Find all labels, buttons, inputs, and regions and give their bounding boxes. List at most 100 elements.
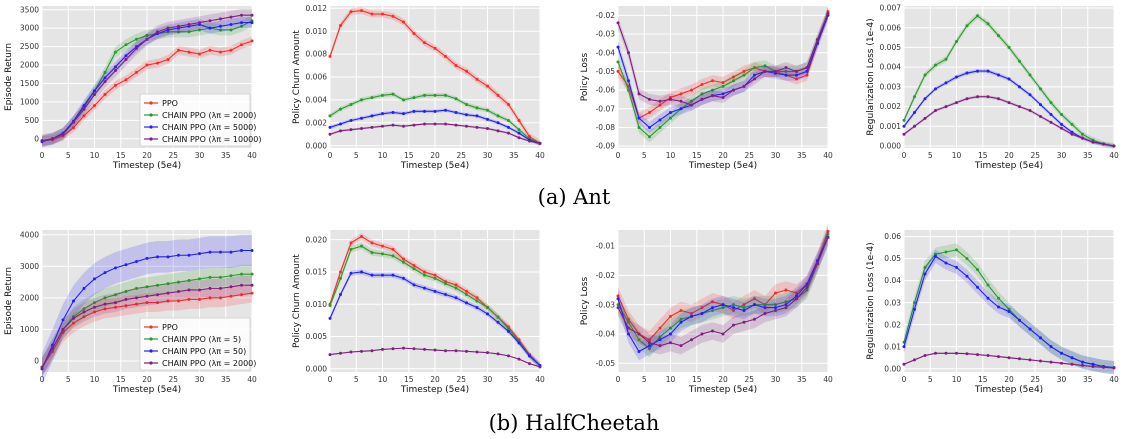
legend-entry: CHAIN PPO (λπ = 2000)	[162, 359, 256, 368]
x-tick-label: 35	[1083, 151, 1093, 160]
data-point-C3	[826, 11, 830, 15]
data-point-C3	[517, 136, 521, 140]
data-point-C1	[433, 276, 437, 280]
data-point-C1	[616, 303, 620, 307]
y-axis-label: Policy Churn Amount	[292, 30, 302, 124]
data-point-C1	[1070, 122, 1074, 126]
x-tick-label: 35	[797, 151, 807, 160]
data-point-PPO	[700, 306, 704, 310]
data-point-PPO	[475, 77, 479, 81]
x-tick-label: 20	[1004, 375, 1014, 384]
data-point-C3	[976, 353, 979, 357]
data-point-C3	[816, 38, 819, 42]
data-point-C1	[114, 50, 117, 54]
data-point-C3	[616, 306, 620, 310]
data-point-C1	[486, 108, 489, 112]
data-point-C1	[902, 118, 906, 122]
data-point-C3	[507, 354, 510, 358]
x-tick-label: 30	[771, 375, 781, 384]
data-point-C2	[135, 260, 138, 264]
data-point-C2	[229, 22, 233, 26]
data-point-C3	[72, 120, 75, 124]
y-tick-label: 1000	[20, 97, 39, 106]
data-point-C2	[742, 309, 746, 313]
data-point-C2	[997, 305, 1000, 309]
data-point-C3	[627, 326, 630, 330]
data-point-C1	[923, 265, 927, 269]
x-tick-label: 10	[666, 375, 676, 384]
data-point-C2	[465, 301, 468, 305]
data-point-C3	[679, 344, 683, 348]
data-point-C3	[648, 341, 651, 345]
y-tick-label: 0.002	[306, 118, 328, 127]
data-point-PPO	[229, 48, 233, 52]
data-point-C3	[40, 365, 44, 369]
data-point-C3	[433, 348, 437, 352]
data-point-PPO	[166, 57, 170, 61]
data-point-C2	[1007, 309, 1011, 313]
data-point-C2	[486, 312, 489, 316]
data-point-PPO	[198, 297, 201, 301]
y-tick-label: 0.004	[880, 63, 902, 72]
data-point-PPO	[177, 299, 180, 303]
data-point-C1	[690, 99, 693, 103]
data-point-C2	[1091, 362, 1095, 366]
y-axis-label: Policy Loss	[580, 276, 590, 325]
data-point-C3	[166, 26, 170, 30]
data-point-C2	[381, 112, 384, 116]
data-point-PPO	[114, 83, 117, 87]
data-point-C2	[402, 112, 405, 116]
x-tick-label: 0	[902, 375, 907, 384]
data-point-C2	[732, 306, 735, 310]
data-point-C1	[1028, 73, 1032, 77]
data-point-PPO	[72, 321, 75, 325]
data-point-C3	[40, 139, 44, 143]
data-point-PPO	[669, 314, 672, 318]
data-point-C2	[187, 253, 191, 257]
data-point-C2	[637, 350, 641, 354]
data-point-PPO	[103, 93, 107, 97]
data-point-C3	[219, 286, 222, 290]
data-point-C2	[219, 250, 222, 254]
data-point-C3	[381, 124, 384, 128]
y-tick-label: -0.05	[596, 67, 616, 76]
data-point-C3	[1060, 361, 1063, 365]
data-point-C3	[795, 297, 798, 301]
data-point-C3	[669, 97, 672, 101]
data-point-C1	[166, 282, 170, 286]
data-point-C2	[955, 265, 958, 269]
y-tick-label: 1500	[20, 79, 39, 88]
data-point-C1	[784, 69, 788, 73]
data-point-C1	[763, 64, 767, 68]
x-tick-label: 10	[952, 375, 962, 384]
data-point-C1	[381, 252, 384, 256]
y-axis-label: Regularization Loss (1e-4)	[866, 242, 876, 359]
data-point-C1	[944, 57, 948, 61]
series-band-PPO	[618, 6, 828, 124]
data-point-C3	[496, 352, 500, 356]
data-point-C1	[1007, 307, 1011, 311]
series-band-C2	[904, 69, 1114, 148]
series-band-C1	[618, 225, 828, 358]
data-point-C3	[913, 358, 916, 362]
y-tick-label: 0.008	[306, 50, 328, 59]
data-point-C3	[402, 124, 405, 128]
y-tick-label: 0	[34, 134, 39, 143]
data-point-PPO	[679, 309, 683, 313]
y-tick-label: 0	[34, 357, 39, 366]
data-point-C1	[955, 40, 958, 43]
legend-entry: PPO	[162, 323, 178, 332]
y-tick-label: 0.015	[306, 268, 328, 277]
data-point-C3	[976, 95, 979, 99]
data-point-PPO	[198, 52, 201, 56]
data-point-PPO	[486, 84, 489, 88]
data-point-C2	[93, 277, 96, 281]
x-tick-label: 15	[404, 375, 414, 384]
data-point-C2	[1039, 336, 1042, 340]
data-point-C3	[902, 362, 906, 366]
data-point-C3	[240, 13, 243, 17]
y-tick-label: -0.09	[596, 142, 616, 151]
data-point-C3	[944, 105, 948, 109]
data-point-C2	[913, 111, 916, 114]
data-point-PPO	[391, 247, 395, 251]
